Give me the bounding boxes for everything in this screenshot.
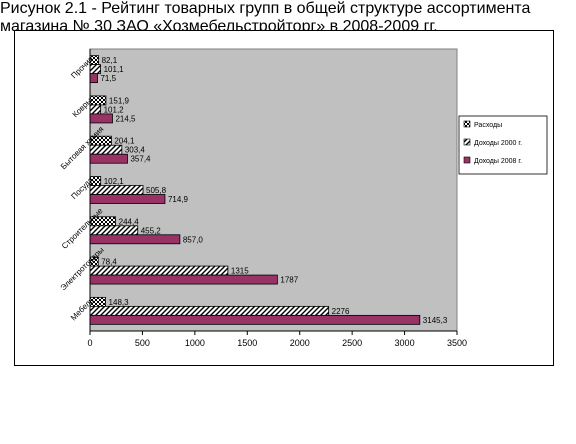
data-label-1-7: 82,1 <box>102 56 118 65</box>
x-tick-label-4: 1500 <box>237 338 257 348</box>
legend-swatch-3 <box>463 156 471 164</box>
bar-2-5 <box>89 144 123 155</box>
data-label-2-7: 101,1 <box>104 65 125 74</box>
data-label-2-5: 303,4 <box>125 146 146 155</box>
data-label-3-2: 1787 <box>280 276 298 285</box>
bar-3-2 <box>89 274 278 285</box>
x-tick-label-5: 2000 <box>290 338 310 348</box>
bar-3-4 <box>89 194 166 204</box>
legend-swatch-2 <box>463 138 471 146</box>
bar-2-3 <box>89 225 139 236</box>
data-label-3-3: 857,0 <box>183 235 204 244</box>
data-label-2-4: 505,8 <box>146 186 167 195</box>
bar-2-6 <box>89 104 102 115</box>
legend-label-3: Доходы 2008 г. <box>474 158 522 165</box>
bar-2-1 <box>89 305 330 316</box>
chart-area: 148,3 2276 3145,3 78,4 1315 1787 244,4 455,2 857… <box>14 30 554 366</box>
x-tick-label-3: 1000 <box>185 338 205 348</box>
data-label-3-5: 357,4 <box>130 155 151 164</box>
data-label-3-7: 71,5 <box>100 74 116 83</box>
data-label-1-4: 102,1 <box>104 177 125 186</box>
data-label-3-4: 714,9 <box>168 195 189 204</box>
x-tick-label-7: 3000 <box>395 338 415 348</box>
data-label-1-3: 244,4 <box>119 217 140 226</box>
data-label-1-1: 148,3 <box>109 298 130 307</box>
bar-3-7 <box>89 73 98 84</box>
data-label-2-3: 455,2 <box>141 226 162 235</box>
legend-swatch-1 <box>463 120 471 128</box>
legend-box <box>458 115 548 175</box>
bar-3-3 <box>89 234 181 245</box>
data-label-2-1: 2276 <box>332 307 350 316</box>
x-tick-label-8: 3500 <box>447 338 467 348</box>
x-tick-label-2: 500 <box>135 338 150 348</box>
bar-2-7 <box>89 64 102 75</box>
bar-2-4 <box>89 185 144 195</box>
bar-3-5 <box>89 153 128 164</box>
data-label-1-6: 151,9 <box>109 96 130 105</box>
legend-label-2: Доходы 2000 г. <box>474 140 522 147</box>
bar-3-6 <box>89 113 113 124</box>
data-label-3-1: 3145,3 <box>423 316 448 325</box>
bar-2-2 <box>89 265 229 276</box>
data-label-1-2: 78,4 <box>101 258 117 267</box>
legend-label-1: Расходы <box>474 122 502 129</box>
x-tick-label-1: 0 <box>87 338 92 348</box>
data-label-2-2: 1315 <box>231 267 249 276</box>
figure-caption-line-1: Рисунок 2.1 - Рейтинг товарных групп в о… <box>0 0 531 17</box>
x-tick-label-6: 2500 <box>342 338 362 348</box>
bar-3-1 <box>89 314 421 325</box>
data-label-3-6: 214,5 <box>115 114 136 123</box>
data-label-1-5: 204,1 <box>114 137 135 146</box>
data-label-2-6: 101,2 <box>104 105 125 114</box>
